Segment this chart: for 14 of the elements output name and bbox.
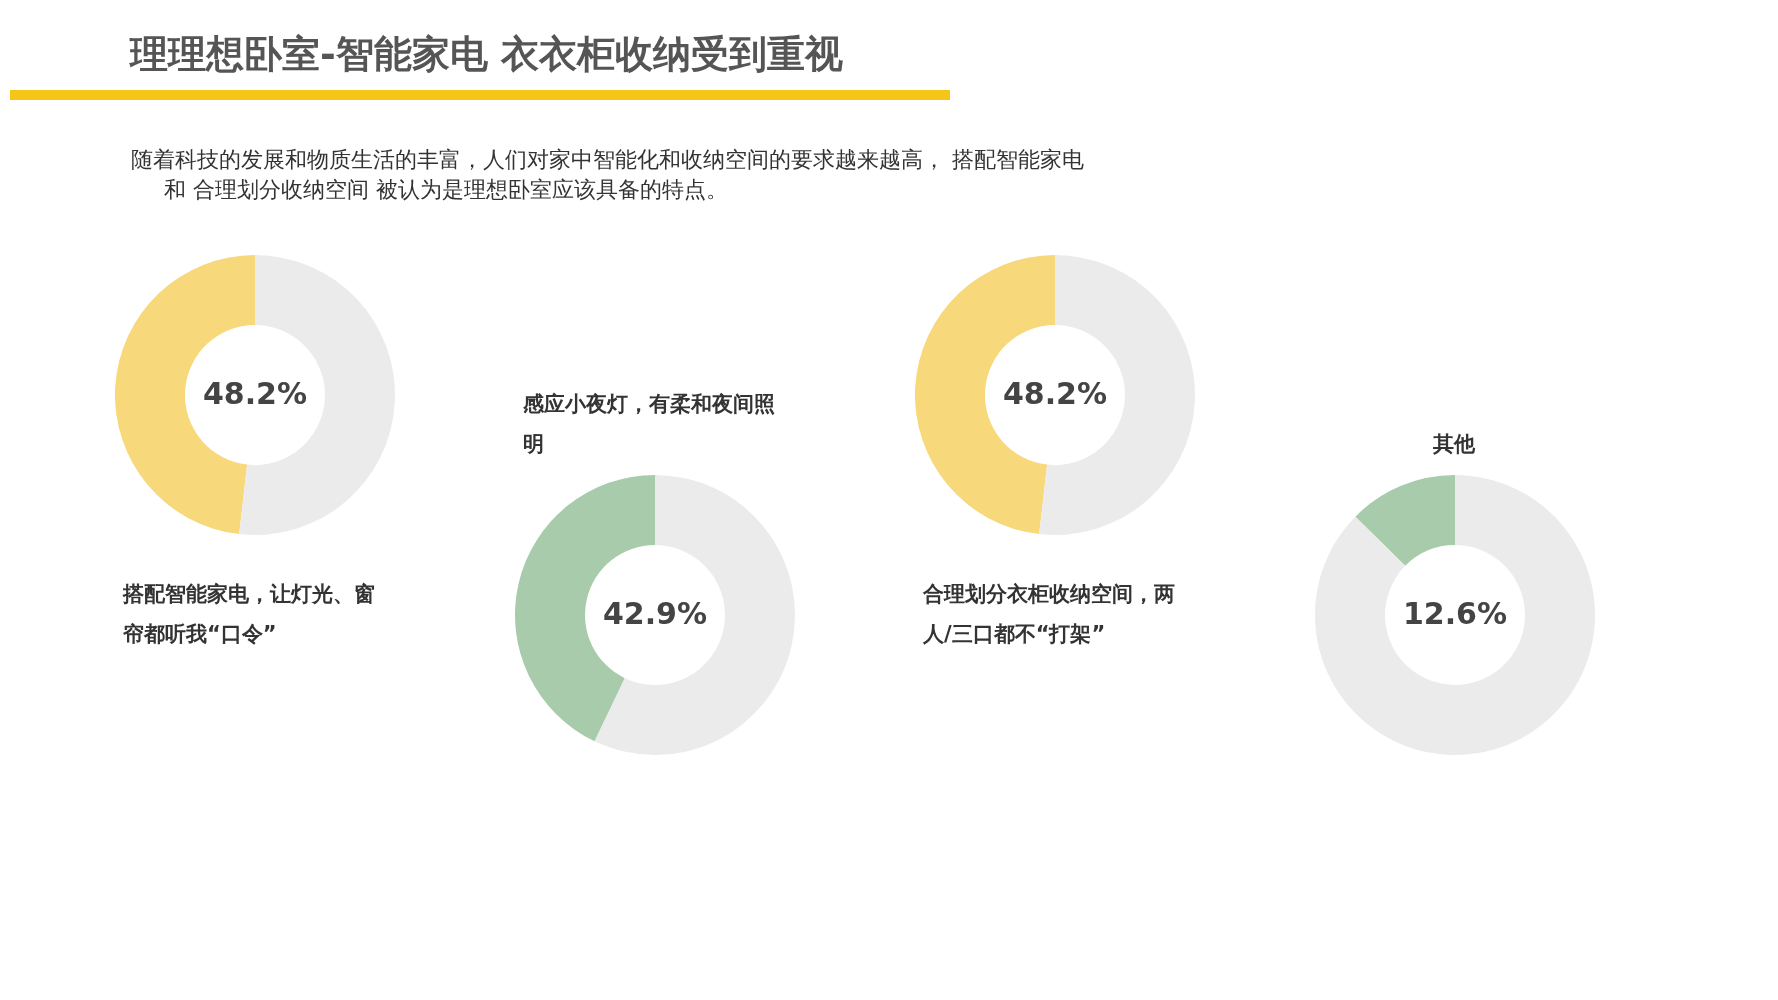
slice-label: 其他	[1432, 432, 1476, 456]
data-label: 48.2%	[1002, 376, 1108, 411]
slice-label: 合理划分衣柜收纳空间，两人/三口都不“打架”	[922, 582, 1175, 646]
data-label: 12.6%	[1402, 596, 1508, 631]
donut-slice	[1315, 475, 1595, 755]
data-label: 48.2%	[202, 376, 308, 411]
slice-label: 搭配智能家电，让灯光、窗帘都听我“口令”	[122, 582, 375, 646]
donut-slice	[1355, 475, 1455, 566]
text: 和 合理划分收纳空间 被认为是理想卧室应该具备的特点。	[163, 177, 728, 202]
data-label: 42.9%	[602, 596, 708, 631]
text: 随着科技的发展和物质生活的丰富，人们对家中智能化和收纳空间的要求越来越高， 搭配智能家电	[131, 147, 1085, 172]
slice-label: 感应小夜灯，有柔和夜间照明	[522, 392, 775, 456]
text: 理理想卧室-智能家电 衣衣柜收纳受到重视	[129, 32, 844, 76]
donut-slice	[594, 475, 795, 755]
